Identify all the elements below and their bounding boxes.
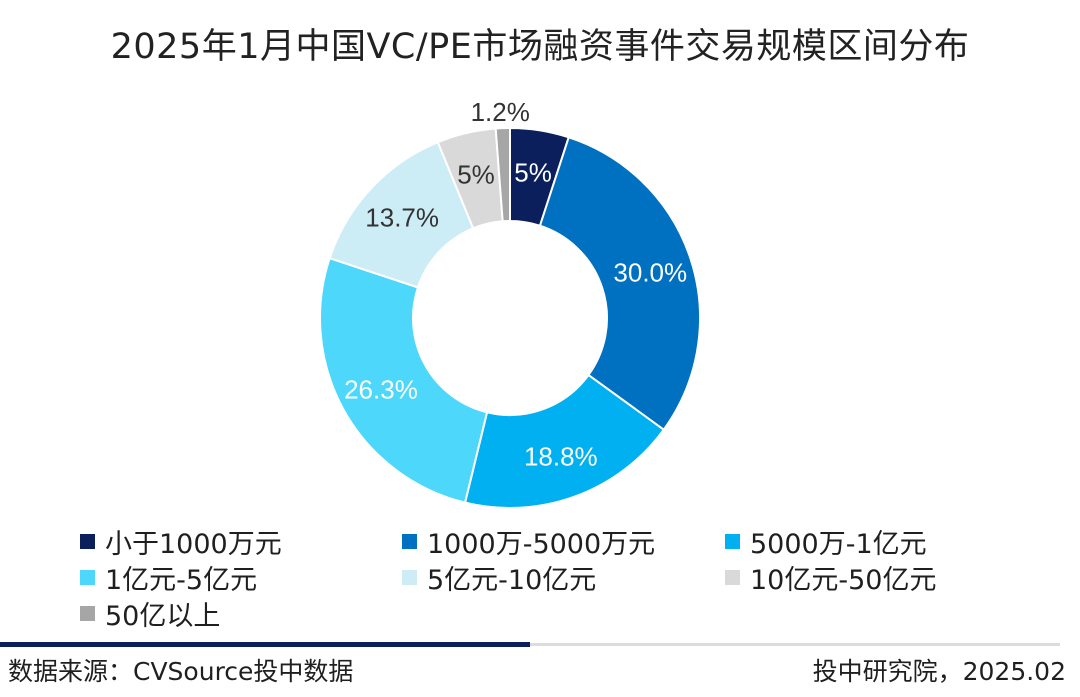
legend-item: 5亿元-10亿元 [402,558,596,597]
slice-data-label: 30.0% [613,257,687,287]
legend-item: 5000万-1亿元 [725,522,927,561]
legend-item: 1000万-5000万元 [402,522,655,561]
slice-data-label: 5% [514,157,552,187]
legend-swatch [725,570,740,585]
legend-label: 5000万-1亿元 [750,529,927,560]
donut-slice [463,373,666,509]
legend-item: 小于1000万元 [80,522,282,561]
donut-chart: 5% 30.0% 18.8% 26.3% 13.7% 5% 1.2% [319,97,701,509]
legend-item: 50亿以上 [80,594,220,633]
legend-swatch [80,534,95,549]
slice-data-label: 13.7% [365,202,439,232]
legend-label: 1亿元-5亿元 [105,565,258,596]
legend-swatch [80,606,95,621]
legend-swatch [402,570,417,585]
legend-label: 10亿元-50亿元 [750,565,937,596]
legend-swatch [725,534,740,549]
footer-credit: 投中研究院，2025.02 [812,657,1066,686]
legend-swatch [402,534,417,549]
legend-label: 50亿以上 [105,601,221,632]
legend-item: 10亿元-50亿元 [725,558,936,597]
legend-label: 5亿元-10亿元 [427,565,597,596]
donut-slice [538,136,701,432]
slice-data-label: 26.3% [344,374,418,404]
footer-source: 数据来源：CVSource投中数据 [8,657,354,686]
legend-label: 小于1000万元 [105,529,282,560]
slice-data-label: 5% [457,159,495,189]
donut-slice [319,256,489,504]
donut-slice [494,126,511,223]
footer-rule-light [530,643,1060,646]
slice-data-label: 18.8% [524,441,598,471]
footer-rule-dark [0,642,530,647]
legend-item: 1亿元-5亿元 [80,558,257,597]
chart-title: 2025年1月中国VC/PE市场融资事件交易规模区间分布 [110,27,970,67]
legend-swatch [80,570,95,585]
legend-label: 1000万-5000万元 [427,529,656,560]
slice-data-label: 1.2% [471,97,530,127]
